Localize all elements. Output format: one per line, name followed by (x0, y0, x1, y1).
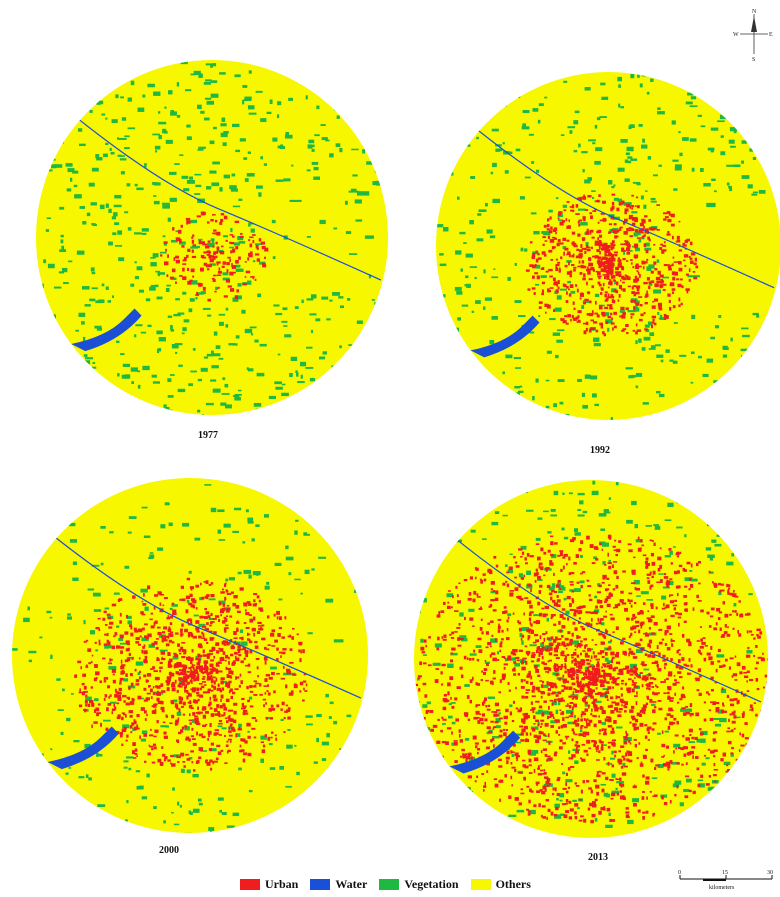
legend-label-urban: Urban (265, 877, 299, 891)
legend-label-others: Others (495, 877, 531, 891)
urban-swatch (240, 879, 260, 890)
scale-tick-30: 30 (767, 870, 773, 876)
legend-label-water: Water (335, 877, 368, 891)
reservoir-shape (47, 726, 119, 770)
year-label-2000: 2000 (159, 845, 179, 856)
river-line (449, 533, 762, 703)
vegetation-swatch (379, 879, 400, 890)
west-label: W (733, 32, 739, 38)
land-use-map-2000 (12, 478, 368, 833)
river-line (470, 123, 775, 289)
north-arrow-icon: N S E W (733, 9, 773, 62)
reservoir-shape (470, 315, 540, 358)
legend-item-water: Water (310, 877, 367, 892)
year-label-1992: 1992 (590, 445, 610, 456)
land-use-map-1977 (36, 60, 388, 415)
legend-label-vegetation: Vegetation (404, 877, 459, 891)
others-swatch (470, 879, 491, 890)
scale-bar: 0 15 30 kilometers (678, 870, 773, 891)
land-use-map-1992 (436, 72, 780, 420)
scale-tick-0: 0 (678, 870, 681, 876)
scale-tick-15: 15 (722, 870, 728, 876)
reservoir-shape (71, 308, 142, 352)
legend-item-others: Others (470, 877, 531, 892)
water-swatch (310, 879, 331, 890)
land-cover-raster (12, 478, 368, 833)
land-cover-raster (436, 72, 780, 420)
year-label-1977: 1977 (198, 430, 218, 441)
legend-item-urban: Urban (240, 877, 298, 892)
scale-unit: kilometers (709, 885, 735, 891)
land-use-map-2013 (414, 480, 768, 838)
river-line (47, 530, 362, 699)
south-label: S (752, 57, 755, 62)
river-line (70, 112, 382, 281)
land-cover-raster (36, 60, 388, 415)
map-legend: Urban Water Vegetation Others (240, 877, 537, 892)
land-cover-raster (414, 480, 768, 838)
reservoir-shape (449, 730, 521, 774)
north-label: N (752, 9, 757, 15)
legend-item-vegetation: Vegetation (379, 877, 459, 892)
year-label-2013: 2013 (588, 852, 608, 863)
east-label: E (769, 32, 773, 38)
